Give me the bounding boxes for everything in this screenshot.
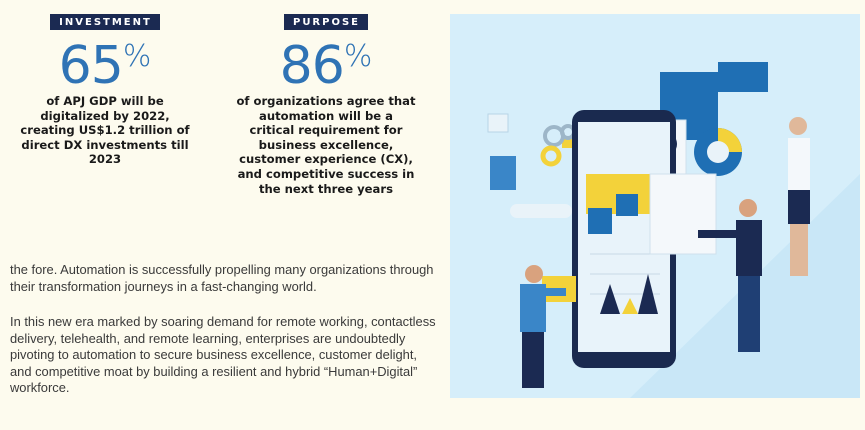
yellow-square-icon (562, 138, 574, 148)
body-paragraph-2: In this new era marked by soaring demand… (10, 314, 436, 396)
person-standing-icon (788, 117, 810, 276)
document-card-icon (649, 173, 717, 255)
investment-description: of APJ GDP will be digitalized by 2022, … (20, 94, 190, 167)
purpose-badge: PURPOSE (283, 14, 368, 30)
investment-number: 65 (58, 36, 124, 96)
purpose-value: 86% (236, 40, 416, 92)
pie-chart-icon (694, 128, 742, 176)
person-pointing-icon (520, 265, 576, 388)
body-paragraph-1: the fore. Automation is successfully pro… (10, 262, 434, 294)
stat-investment: INVESTMENT 65% of APJ GDP will be digita… (16, 12, 194, 167)
investment-badge: INVESTMENT (50, 14, 160, 30)
investment-percent-sign: % (122, 39, 152, 74)
card-icon (487, 113, 509, 133)
pill-card-icon (510, 204, 572, 218)
investment-value: 65% (16, 40, 194, 92)
gear-icon (540, 145, 562, 167)
purpose-percent-sign: % (343, 39, 373, 74)
stat-purpose: PURPOSE 86% of organizations agree that … (236, 12, 416, 196)
purpose-number: 86 (279, 36, 345, 96)
blue-block-icon (718, 62, 768, 92)
person-presenting-icon (698, 199, 762, 352)
purpose-description: of organizations agree that automation w… (236, 94, 416, 196)
blue-block-icon (490, 156, 516, 190)
automation-illustration (450, 14, 860, 398)
